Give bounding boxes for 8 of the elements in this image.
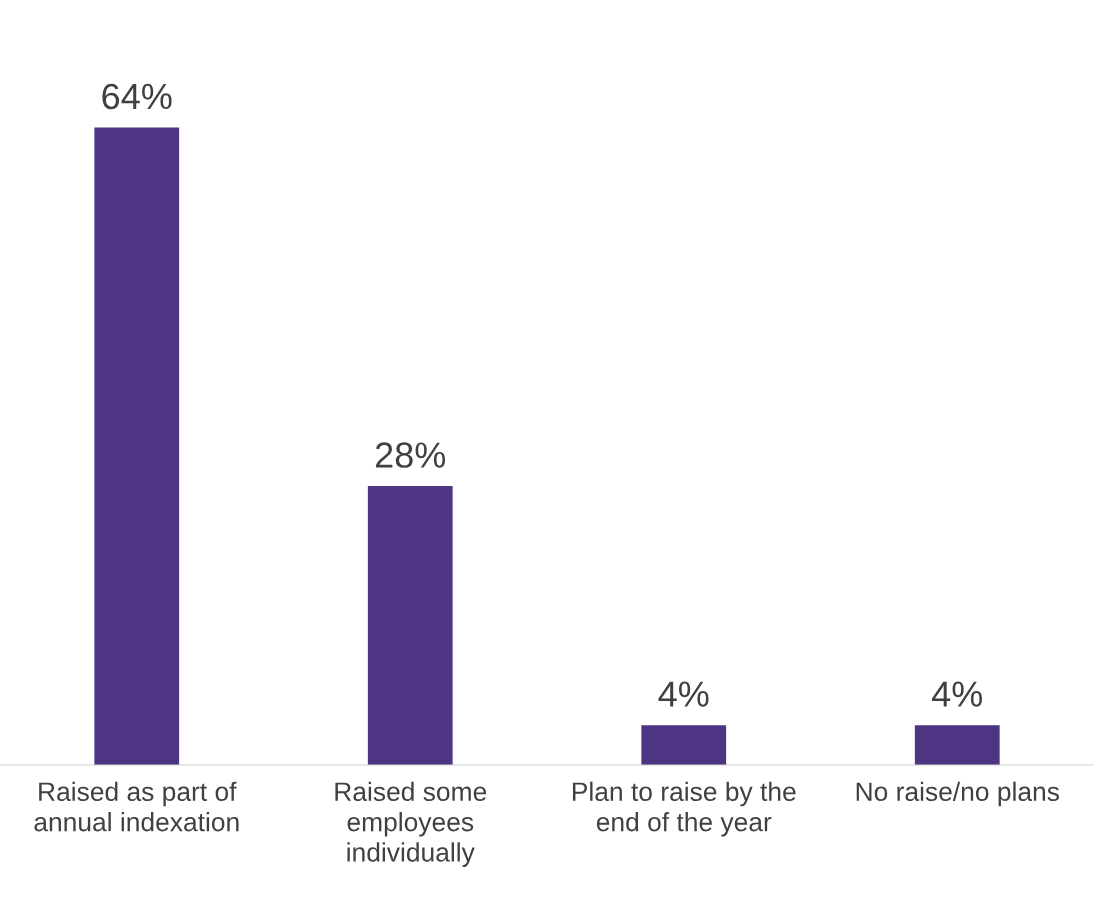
x-tick-label: Raised as part of annual indexation xyxy=(34,781,239,832)
x-tick-label: Raised some employees individually xyxy=(335,781,487,867)
data-label: 4% xyxy=(658,681,709,707)
data-label: 28% xyxy=(375,442,446,468)
data-label: 4% xyxy=(931,681,983,707)
data-label: 64% xyxy=(102,83,172,110)
x-tick-label: Plan to raise by the end of the year xyxy=(572,781,796,837)
x-tick-label: No raise/no plans xyxy=(856,781,1059,807)
